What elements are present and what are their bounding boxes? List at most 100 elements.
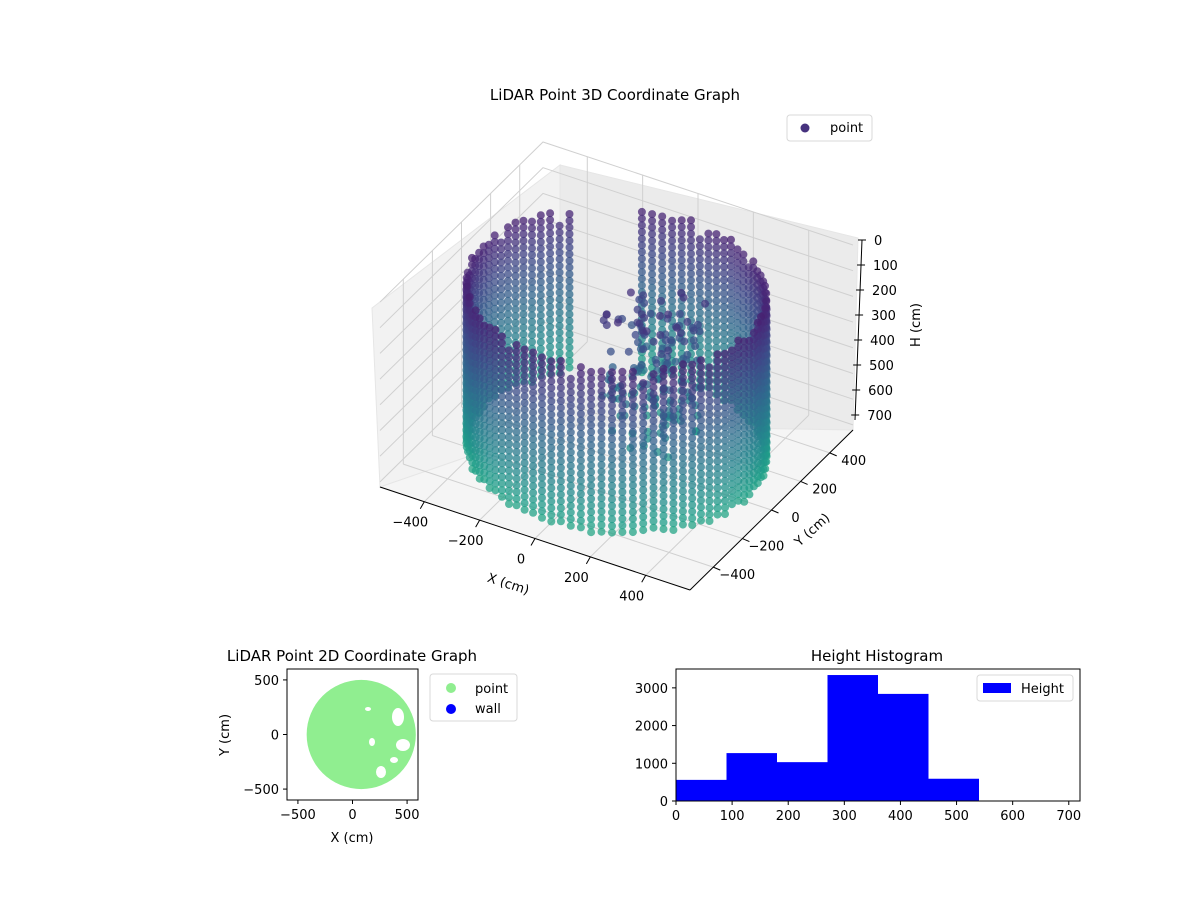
scatter-point-3d [720,262,728,271]
scatter-point-3d [697,469,705,478]
scatter-point-3d [528,217,536,226]
scatter-point-3d [519,336,528,345]
scatter-point-3d [597,501,606,509]
scatter-point-3d [668,216,677,225]
scatter-point-3d [497,258,506,267]
scatter-point-3d [705,423,714,432]
scatter-point-3d [547,470,556,479]
scatter-point-3d [727,420,736,428]
scatter-point-3d [720,302,728,311]
scatter-point-3d [546,209,555,218]
scatter-point-3d [498,399,506,408]
scatter-point-3d [721,349,729,358]
scatter-point-3d [538,513,546,522]
scatter-point-3d [705,443,714,452]
scatter-point-3d [576,376,585,385]
scatter-point-3d [697,376,705,385]
scatter-point-3d [505,473,513,482]
scatter-point-3d [597,521,606,529]
scatter-point-3d [677,249,686,258]
scatter-point-3d [704,249,713,258]
scatter-point-3d [597,367,606,376]
scatter-point-3d [566,501,575,510]
scatter-point-3d [720,249,728,258]
scatter-point-3d [556,390,565,399]
scatter-point-3d [505,466,513,475]
scatter-point-3d [536,311,545,320]
scatter-point-3d [713,350,722,359]
scatter-point-3d [720,236,728,244]
y-tick-label-hist: 0 [660,795,668,810]
scatter-point-3d [547,417,556,426]
scatter-point-3d [637,248,646,256]
scatter-point-3d [628,488,637,496]
scatter-point-3d [479,242,488,251]
scatter-point-3d [659,404,668,413]
scatter-point-3d [565,357,574,365]
scatter-point-3d [687,296,695,305]
scatter-point-3d [687,256,695,265]
scatter-point-3d [587,401,596,410]
scatter-point-3d [491,472,500,481]
scatter-point-3d [519,283,528,292]
scatter-point-3d [628,387,637,396]
scatter-point-3d [697,456,705,465]
scatter-point-3d [762,297,771,306]
scatter-point-3d [565,216,574,225]
scatter-point-3d [648,230,657,239]
scatter-point-3d [491,486,500,495]
scatter-point-3d [713,477,722,486]
scatter-point-3d [734,443,743,452]
scatter-point-3d [695,241,704,250]
y-tick-3d [829,452,837,457]
scatter-point-3d [504,256,512,265]
scatter-point-3d [555,308,564,317]
scatter-point-3d [649,463,658,472]
scatter-point-3d [529,508,538,517]
scatter-point-3d [705,470,714,479]
scatter-point-3d [677,276,686,285]
scatter-point-3d [505,433,513,442]
scatter-point-3d [678,467,687,476]
scatter-point-3d [721,389,729,398]
scatter-point-3d [712,270,721,279]
scatter-point-3d [705,383,714,392]
scatter-point-3d [538,360,546,369]
scatter-point-3d [566,441,575,450]
scatter-point-3d [677,263,686,271]
scatter-point-3d [587,448,596,456]
histogram-bar [726,753,777,801]
scatter-point-3d [656,331,665,339]
scatter-point-3d [505,453,513,462]
scatter-point-3d [536,244,545,253]
scatter-point-3d [678,447,687,456]
scatter-point-3d [659,465,668,473]
scatter-point-3d [712,296,721,305]
scatter-point-3d [688,507,697,516]
scatter-point-3d [705,503,714,512]
scatter-point-3d [505,480,513,488]
scatter-point-3d [497,245,506,254]
scatter-point-3d [733,245,742,254]
scatter-point-3d [740,497,749,506]
scatter-point-3d [687,289,695,298]
scatter-point-3d [659,424,668,433]
scatter-point-3d [538,473,546,482]
scatter-point-3d [505,386,513,395]
scatter-point-3d [669,425,678,434]
scatter-point-3d [587,488,596,497]
x-tick-label-3d: −200 [448,534,484,549]
scatter-point-3d [505,406,513,415]
z-tick-label-3d: 300 [871,309,896,324]
scatter-point-3d [720,322,728,331]
legend-marker-height [983,683,1011,693]
scatter-point-3d [687,249,695,258]
scatter-point-3d [491,386,500,394]
scatter-point-3d [528,284,536,293]
scatter-point-3d [734,436,743,445]
scatter-point-3d [688,387,697,396]
scatter-point-3d [740,404,749,413]
scatter-point-3d [688,454,697,463]
z-tick-label-3d: 400 [870,334,895,349]
scatter-point-3d [668,256,677,265]
